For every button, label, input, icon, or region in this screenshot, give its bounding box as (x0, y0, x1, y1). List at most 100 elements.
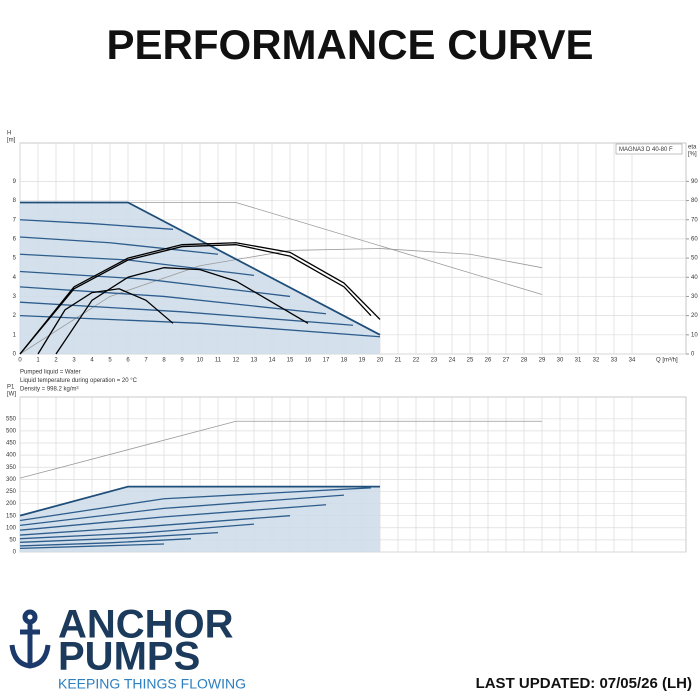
x-tick-label: 3 (72, 358, 76, 364)
series-line (19, 219, 174, 230)
brand-line: ANCHOR (58, 603, 234, 647)
series-line (19, 248, 543, 355)
series-line (19, 494, 345, 527)
y2-tick-label: 30 (691, 294, 698, 300)
y-axis-label: P1 (7, 385, 15, 391)
last-updated: LAST UPDATED: 07/05/26 (LH) (476, 675, 692, 692)
y-tick-label: 300 (6, 477, 17, 483)
x-tick-label: 1 (36, 358, 40, 364)
x-tick-label: 28 (521, 358, 528, 364)
x-axis-label: Q [m³/h] (656, 358, 678, 364)
y2-tick-label: 10 (691, 332, 698, 338)
note: Pumped liquid = Water (20, 370, 81, 376)
series-line (19, 286, 327, 315)
x-tick-label: 21 (395, 358, 402, 364)
x-tick-label: 11 (215, 358, 222, 364)
series-line (19, 504, 327, 531)
y-tick-label: 200 (6, 501, 17, 507)
y-tick-label: 6 (13, 236, 17, 242)
x-tick-label: 14 (269, 358, 276, 364)
y-tick-label: 2 (13, 313, 17, 319)
x-tick-label: 23 (431, 358, 438, 364)
y-tick-label: 500 (6, 428, 17, 434)
x-tick-label: 2 (54, 358, 58, 364)
y-tick-label: 7 (13, 217, 17, 223)
x-tick-label: 26 (485, 358, 492, 364)
note: Liquid temperature during operation = 20… (20, 378, 138, 384)
y-tick-label: 450 (6, 441, 17, 447)
x-tick-label: 31 (575, 358, 582, 364)
y-axis-label: H (7, 131, 11, 137)
series-line (19, 242, 381, 355)
x-tick-label: 9 (180, 358, 184, 364)
x-tick-label: 27 (503, 358, 510, 364)
series-line (19, 301, 354, 326)
series-line (128, 202, 543, 295)
x-tick-label: 33 (611, 358, 618, 364)
x-tick-label: 0 (18, 358, 22, 364)
y2-axis-label: [%] (688, 152, 697, 158)
y-tick-label: 100 (6, 525, 17, 531)
x-tick-label: 12 (233, 358, 240, 364)
area (20, 202, 380, 354)
series-line (19, 487, 372, 522)
y-tick-label: 0 (13, 352, 17, 358)
y-tick-label: 9 (13, 179, 17, 185)
x-tick-label: 20 (377, 358, 384, 364)
series-line (19, 270, 291, 298)
x-tick-label: 18 (341, 358, 348, 364)
page-title: PERFORMANCE CURVE (107, 21, 594, 68)
x-tick-label: 16 (305, 358, 312, 364)
y-tick-label: 5 (13, 256, 17, 262)
x-tick-label: 13 (251, 358, 258, 364)
y-axis-label: [m] (7, 138, 16, 144)
series-line (55, 267, 309, 355)
y2-tick-label: 80 (691, 198, 698, 204)
x-tick-label: 19 (359, 358, 366, 364)
annotation: MAGNA3 D 40-80 F (619, 147, 673, 153)
x-tick-label: 17 (323, 358, 330, 364)
y2-axis-label: eta (688, 145, 697, 151)
x-tick-label: 7 (144, 358, 148, 364)
x-tick-label: 15 (287, 358, 294, 364)
area (20, 486, 380, 552)
series-line (19, 543, 165, 550)
y-axis-label: [W] (7, 392, 16, 398)
series-line (19, 236, 219, 255)
series-line (20, 201, 381, 336)
series-line (19, 538, 192, 547)
y-tick-label: 3 (13, 294, 17, 300)
logo-icon (9, 609, 51, 669)
y-tick-label: 400 (6, 453, 17, 459)
x-tick-label: 30 (557, 358, 564, 364)
annotation-box (615, 143, 683, 155)
series-line (19, 523, 255, 540)
x-tick-label: 22 (413, 358, 420, 364)
x-tick-label: 8 (162, 358, 166, 364)
x-tick-label: 5 (108, 358, 112, 364)
x-tick-label: 6 (126, 358, 130, 364)
x-tick-label: 4 (90, 358, 94, 364)
series-line (37, 288, 174, 355)
y2-tick-label: 0 (691, 352, 695, 358)
series-line (19, 531, 219, 543)
tagline: KEEPING THINGS FLOWING (58, 676, 246, 692)
series-line (19, 485, 380, 517)
y-tick-label: 250 (6, 489, 17, 495)
y2-tick-label: 40 (691, 275, 698, 281)
y2-tick-label: 70 (691, 217, 698, 223)
x-tick-label: 25 (467, 358, 474, 364)
series-line (19, 515, 291, 536)
y-tick-label: 4 (13, 275, 17, 281)
x-tick-label: 29 (539, 358, 546, 364)
x-tick-label: 34 (629, 358, 636, 364)
series-line (19, 420, 542, 479)
note: Density = 998.2 kg/m³ (20, 387, 79, 393)
x-tick-label: 10 (197, 358, 204, 364)
y2-tick-label: 50 (691, 256, 698, 262)
y2-tick-label: 20 (691, 313, 698, 319)
y-tick-label: 550 (6, 416, 17, 422)
series-line (19, 244, 372, 355)
y-tick-label: 1 (13, 332, 17, 338)
